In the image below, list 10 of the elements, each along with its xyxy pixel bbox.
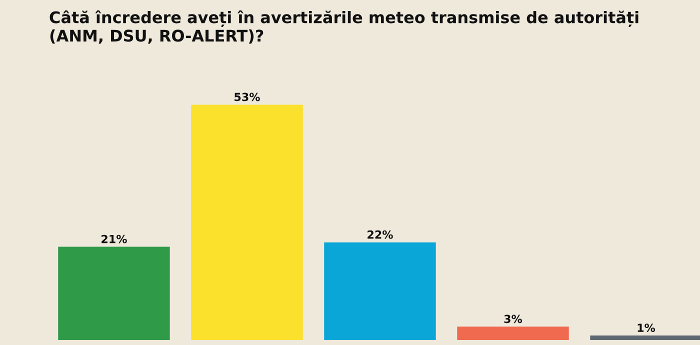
bar <box>457 326 569 340</box>
data-label: 53% <box>234 92 260 102</box>
data-label: 1% <box>638 324 656 332</box>
data-label: 21% <box>102 234 127 244</box>
bar <box>58 246 170 340</box>
data-label: 22% <box>368 230 393 239</box>
bar <box>324 242 436 340</box>
bar <box>191 104 303 340</box>
data-label: 3% <box>504 314 522 324</box>
chart-title: Câtă încredere aveți în avertizările meteo transmise de autorități (ANM, DSU, RO-ALERT)? <box>50 10 638 44</box>
